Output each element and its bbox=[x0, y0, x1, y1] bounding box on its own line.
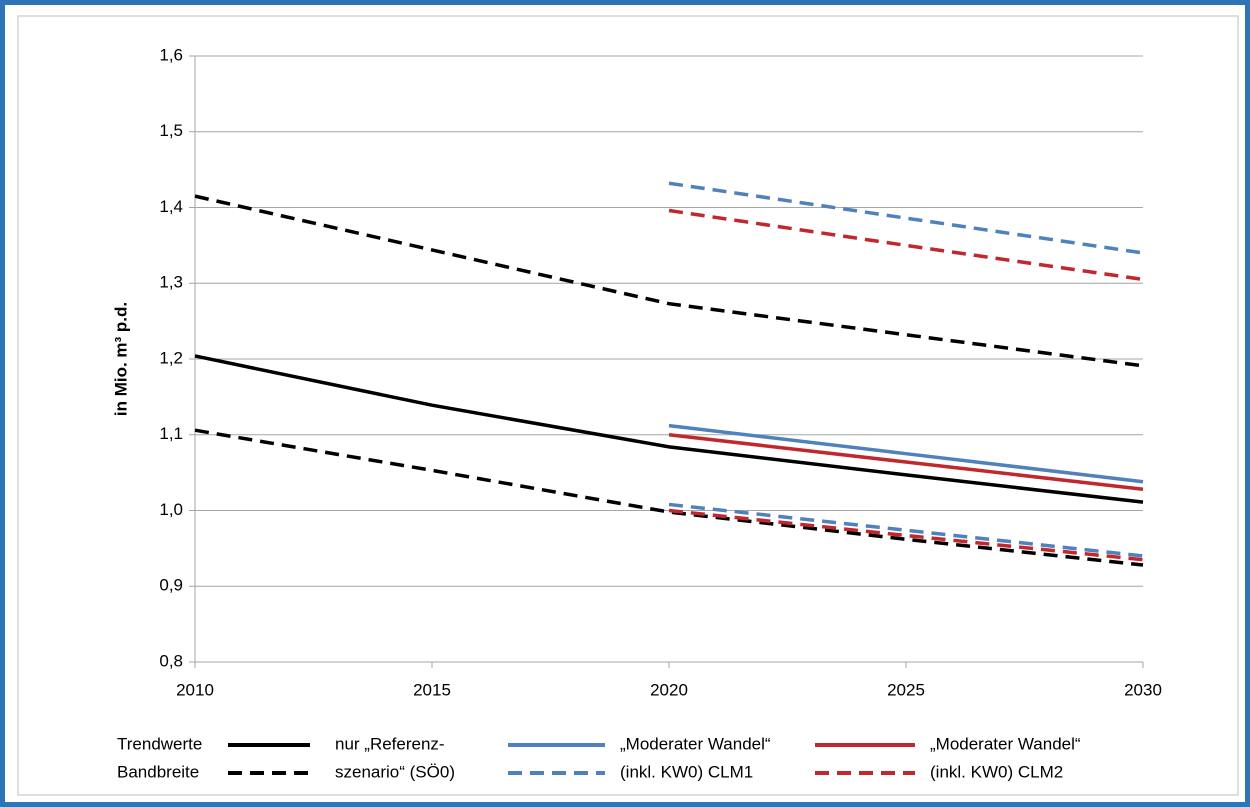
x-tick-label: 2015 bbox=[413, 680, 451, 699]
x-tick-label: 2020 bbox=[650, 680, 688, 699]
x-tick-label: 2025 bbox=[887, 680, 925, 699]
y-tick-label: 1,0 bbox=[159, 500, 183, 519]
y-tick-label: 1,5 bbox=[159, 121, 183, 140]
legend-label: szenario“ (SÖ0) bbox=[335, 762, 455, 781]
series-line bbox=[194, 428, 1144, 567]
legend-label: nur „Referenz- bbox=[335, 734, 445, 753]
y-tick-label: 1,4 bbox=[159, 197, 183, 216]
x-tick-label: 2010 bbox=[176, 680, 214, 699]
series-line bbox=[668, 502, 1144, 558]
chart-frame bbox=[17, 15, 1239, 796]
series-line bbox=[668, 181, 1144, 255]
legend-row-label: Bandbreite bbox=[117, 762, 199, 781]
legend-row-label: Trendwerte bbox=[117, 734, 202, 753]
y-tick-label: 1,1 bbox=[159, 424, 183, 443]
series-line bbox=[668, 208, 1144, 282]
x-tick-label: 2030 bbox=[1124, 680, 1162, 699]
legend-label: „Moderater Wandel“ bbox=[930, 734, 1081, 753]
series-line bbox=[668, 423, 1144, 484]
series-line bbox=[668, 433, 1144, 492]
y-tick-label: 1,6 bbox=[159, 45, 183, 64]
series-line bbox=[194, 194, 1144, 368]
y-tick-label: 0,8 bbox=[159, 651, 183, 670]
y-tick-label: 1,3 bbox=[159, 273, 183, 292]
y-tick-label: 1,2 bbox=[159, 348, 183, 367]
series-line bbox=[194, 354, 1144, 504]
y-axis-label: in Mio. m³ p.d. bbox=[111, 302, 130, 416]
legend-label: „Moderater Wandel“ bbox=[620, 734, 771, 753]
legend-label: (inkl. KW0) CLM1 bbox=[620, 762, 753, 781]
series-line bbox=[668, 508, 1144, 562]
legend-label: (inkl. KW0) CLM2 bbox=[930, 762, 1063, 781]
y-tick-label: 0,9 bbox=[159, 576, 183, 595]
